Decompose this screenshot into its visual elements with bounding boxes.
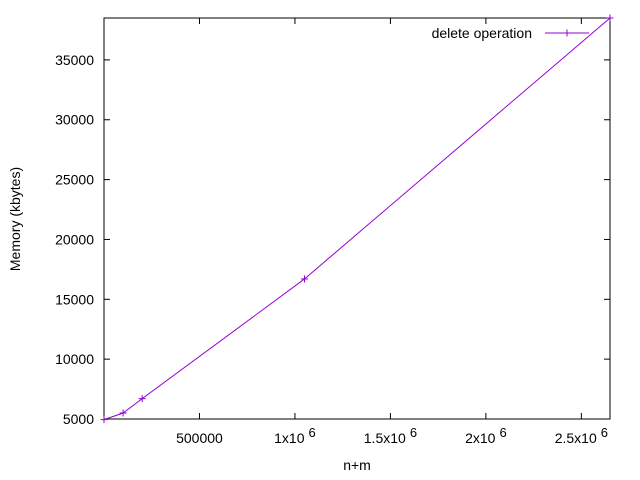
y-tick-label: 25000: [55, 172, 94, 188]
series-layer: [100, 14, 614, 424]
y-axis-ticks: 5000 10000 15000 20000 25000 30000 35000: [55, 52, 610, 427]
data-point: [138, 395, 146, 403]
x-tick-label: 1.5x10 6: [364, 425, 417, 446]
y-tick-label: 35000: [55, 52, 94, 68]
y-tick-label: 20000: [55, 231, 94, 247]
x-axis-title: n+m: [343, 457, 371, 473]
plot-frame: [103, 17, 611, 420]
y-tick-label: 10000: [55, 351, 94, 367]
y-tick-label: 15000: [55, 291, 94, 307]
data-point: [119, 409, 127, 417]
data-point: [300, 275, 308, 283]
x-axis-ticks: 500000 1x10 6 1.5x10 6 2x10 6 2.5x10 6: [176, 18, 608, 446]
data-point: [100, 416, 108, 424]
x-tick-label: 1x10 6: [274, 425, 316, 446]
series-line: [103, 17, 611, 421]
y-tick-label: 30000: [55, 112, 94, 128]
legend-label: delete operation: [432, 25, 532, 41]
legend: delete operation: [432, 25, 589, 41]
x-tick-label: 2x10 6: [465, 425, 507, 446]
x-tick-label: 500000: [176, 430, 223, 446]
y-tick-label: 5000: [63, 411, 94, 427]
y-axis-title: Memory (kbytes): [7, 167, 23, 271]
data-point: [606, 14, 614, 22]
x-tick-label: 2.5x10 6: [555, 425, 608, 446]
